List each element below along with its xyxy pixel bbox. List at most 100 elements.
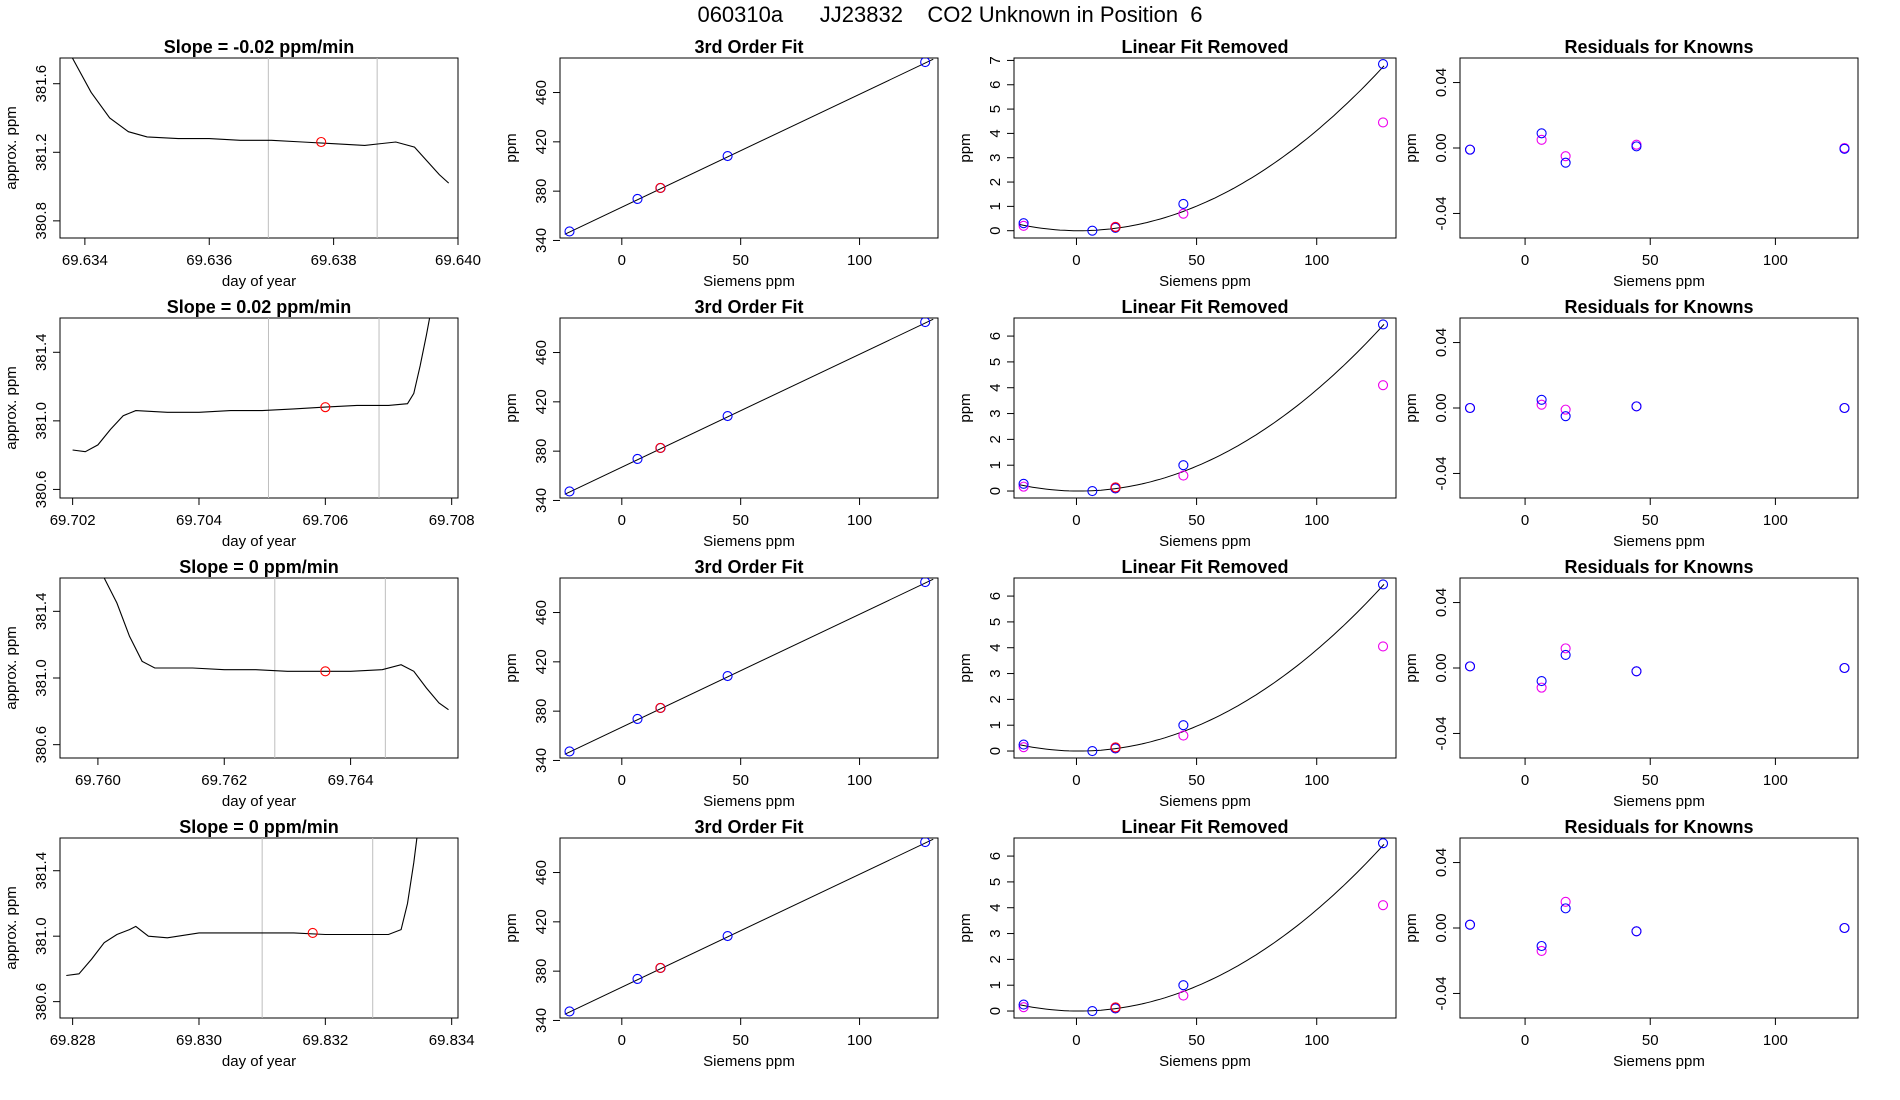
known-point: [564, 226, 575, 237]
plot-title: Slope = 0 ppm/min: [179, 817, 339, 837]
plot-title: Slope = 0.02 ppm/min: [167, 297, 352, 317]
y-tick-label: 380: [533, 179, 550, 204]
x-axis-label: Siemens ppm: [1613, 533, 1705, 550]
plot-frame: [1459, 577, 1859, 759]
y-axis-label: ppm: [957, 393, 974, 422]
x-tick-label: 50: [1188, 1032, 1205, 1049]
fit-line: [564, 838, 934, 1015]
y-tick-label: 0.00: [1433, 653, 1450, 682]
series-line: [103, 578, 449, 711]
y-tick-label: 381.0: [33, 917, 50, 955]
fit-line: [564, 578, 934, 755]
alt-point: [1018, 1002, 1029, 1013]
data-area: [1018, 838, 1389, 1017]
y-tick-label: 1: [987, 461, 1004, 469]
panel-timeseries-row-2: Slope = 0.02 ppm/min day of year approx. p…: [3, 297, 475, 550]
y-tick-label: -0.04: [1433, 716, 1450, 750]
alt-point: [1560, 896, 1571, 907]
alt-point: [1178, 470, 1189, 481]
known-point: [920, 318, 931, 328]
y-tick-label: 460: [533, 340, 550, 365]
x-tick-label: 50: [732, 772, 749, 789]
y-tick-label: 0.00: [1433, 133, 1450, 162]
data-area: [564, 58, 934, 237]
y-tick-label: 0.04: [1433, 68, 1450, 97]
x-tick-label: 0: [618, 512, 626, 529]
panel-fit-row-4: 3rd Order Fit Siemens ppm ppm 0 50 100 340 380 4…: [503, 817, 939, 1070]
unknown-point: [655, 702, 666, 713]
alt-point: [1018, 742, 1029, 753]
data-area: [72, 318, 431, 498]
x-axis-label: Siemens ppm: [703, 1053, 795, 1070]
known-point: [1087, 225, 1098, 236]
x-tick-label: 0: [1072, 252, 1080, 269]
x-axis-label: Siemens ppm: [1159, 793, 1251, 810]
alt-point: [1178, 208, 1189, 219]
x-tick-label: 100: [1763, 512, 1788, 529]
x-tick-label: 0: [1521, 252, 1529, 269]
y-tick-label: 7: [987, 56, 1004, 64]
plot-title: Linear Fit Removed: [1121, 37, 1288, 57]
y-tick-label: 381.0: [33, 659, 50, 697]
x-axis-label: Siemens ppm: [703, 793, 795, 810]
y-tick-label: 340: [533, 228, 550, 253]
unknown-point: [655, 442, 666, 453]
data-area: [1464, 896, 1850, 956]
x-tick-label: 69.828: [50, 1032, 96, 1049]
x-tick-label: 69.638: [311, 252, 357, 269]
x-axis-label: Siemens ppm: [1159, 1053, 1251, 1070]
x-tick-label: 0: [1072, 512, 1080, 529]
plot-frame: [59, 57, 459, 239]
known-point: [632, 453, 643, 464]
alt-point: [1560, 151, 1571, 162]
known-point: [1377, 838, 1389, 849]
alt-point: [1560, 643, 1571, 654]
x-tick-label: 50: [732, 512, 749, 529]
y-axis-label: approx. ppm: [3, 106, 20, 189]
plot-title: Linear Fit Removed: [1121, 557, 1288, 577]
known-point: [1560, 649, 1571, 660]
data-area: [66, 838, 418, 1018]
panel-fit-row-1: 3rd Order Fit Siemens ppm ppm 0 50 100 340 380 4…: [503, 37, 939, 290]
y-tick-label: 340: [533, 1008, 550, 1033]
known-point: [1631, 401, 1642, 412]
x-tick-label: 50: [1642, 512, 1659, 529]
known-point: [1839, 662, 1850, 674]
y-tick-label: 1: [987, 981, 1004, 989]
alt-point: [1536, 399, 1547, 410]
panel-residuals-row-3: Residuals for Knowns Siemens ppm ppm 0 50 100…: [1403, 557, 1859, 810]
y-tick-label: 460: [533, 860, 550, 885]
known-point: [564, 746, 575, 757]
y-tick-label: 381.4: [33, 334, 50, 372]
alt-point: [1377, 117, 1389, 128]
plot-frame: [59, 837, 459, 1019]
known-point: [1087, 745, 1098, 757]
average-marker: [307, 927, 318, 938]
alt-point: [1178, 990, 1189, 1001]
x-axis-label: day of year: [222, 273, 296, 290]
series-line: [72, 318, 431, 453]
x-tick-label: 100: [1763, 1032, 1788, 1049]
data-area: [564, 318, 934, 497]
x-tick-label: 50: [732, 252, 749, 269]
known-point: [1377, 319, 1389, 330]
y-tick-label: 2: [987, 955, 1004, 963]
x-tick-label: 50: [1642, 252, 1659, 269]
y-tick-label: 0: [987, 747, 1004, 755]
x-axis-label: Siemens ppm: [1159, 273, 1251, 290]
y-tick-label: -0.04: [1433, 196, 1450, 230]
panel-residuals-row-2: Residuals for Knowns Siemens ppm ppm 0 50 100…: [1403, 297, 1859, 550]
x-tick-label: 50: [1188, 512, 1205, 529]
x-tick-label: 100: [1763, 772, 1788, 789]
y-axis-label: ppm: [957, 913, 974, 942]
known-point: [1560, 903, 1571, 914]
fit-line: [564, 58, 934, 235]
plot-frame: [559, 57, 939, 239]
alt-point: [1377, 380, 1389, 391]
x-tick-label: 69.760: [75, 772, 121, 789]
x-tick-label: 0: [1521, 512, 1529, 529]
x-tick-label: 50: [1642, 1032, 1659, 1049]
y-tick-label: -0.04: [1433, 456, 1450, 490]
known-point: [920, 578, 931, 588]
